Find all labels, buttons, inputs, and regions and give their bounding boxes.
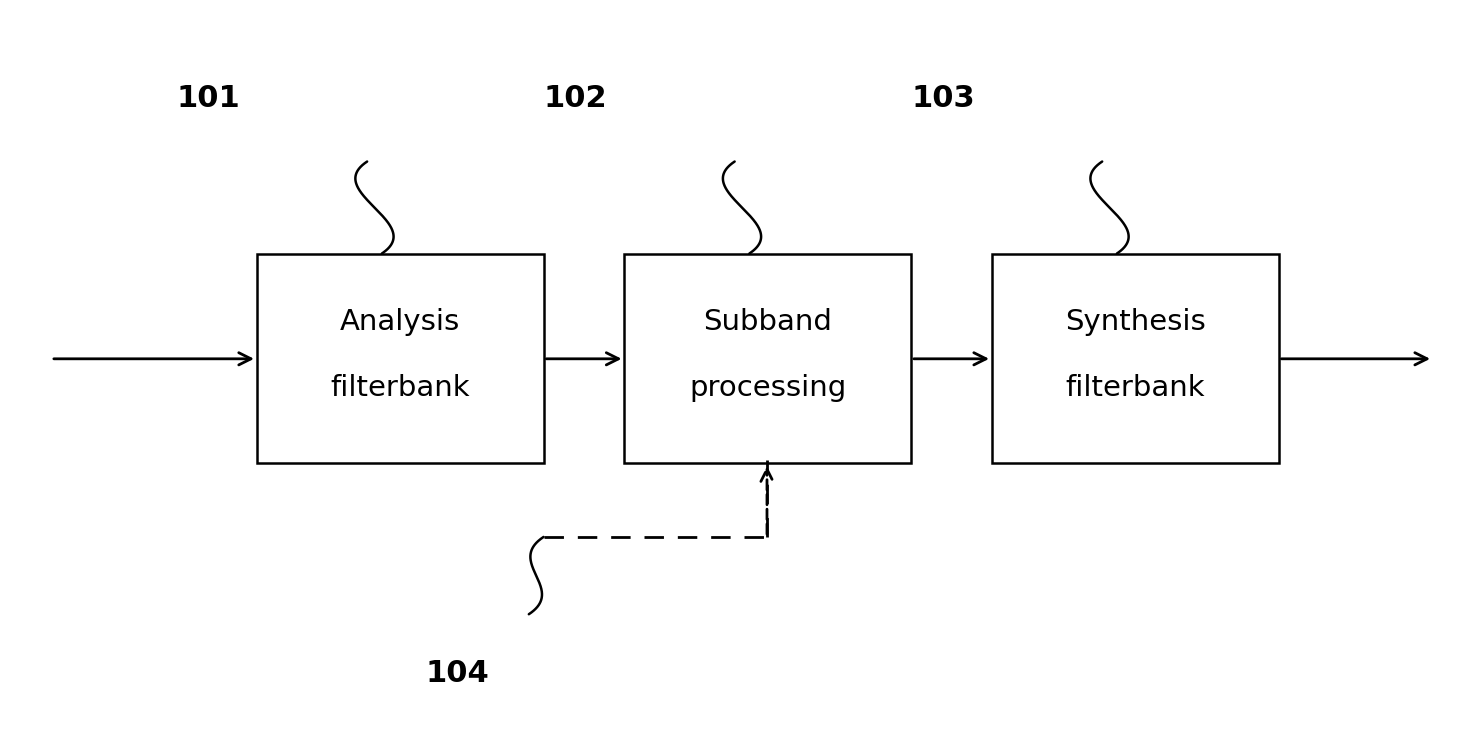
- Text: 101: 101: [177, 85, 240, 113]
- Text: filterbank: filterbank: [331, 374, 470, 402]
- Text: 102: 102: [543, 85, 607, 113]
- Text: 104: 104: [426, 658, 490, 688]
- Text: 103: 103: [911, 85, 975, 113]
- Bar: [991, 254, 1279, 464]
- Bar: [257, 254, 543, 464]
- Text: Synthesis: Synthesis: [1066, 308, 1205, 336]
- Text: Subband: Subband: [703, 308, 833, 336]
- Text: Analysis: Analysis: [340, 308, 460, 336]
- Text: filterbank: filterbank: [1066, 374, 1205, 402]
- Text: processing: processing: [689, 374, 846, 402]
- Bar: [625, 254, 911, 464]
